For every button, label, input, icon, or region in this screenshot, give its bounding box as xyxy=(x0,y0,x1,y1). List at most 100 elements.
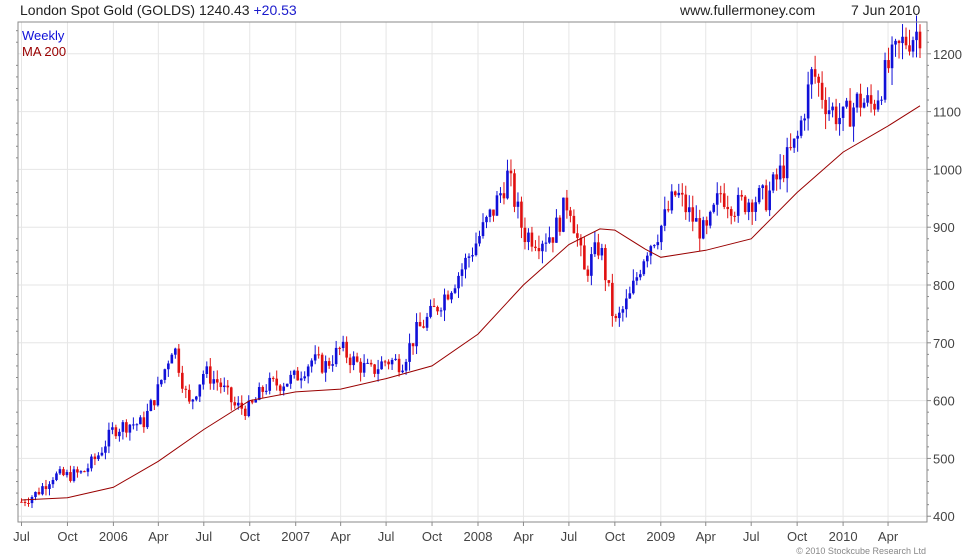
x-tick-label: Apr xyxy=(513,529,534,544)
candle-body xyxy=(635,277,639,281)
candle-body xyxy=(125,422,128,433)
y-axis: 400 500 600 700 800 900 1000 1100 1200 xyxy=(16,30,962,524)
y-tick-label: 500 xyxy=(933,451,955,466)
candle-body xyxy=(841,106,845,118)
candle-body xyxy=(153,400,156,406)
candle-body xyxy=(579,237,583,246)
candle-body xyxy=(422,326,425,328)
x-tick-label: Apr xyxy=(696,529,717,544)
candle-body xyxy=(838,117,841,125)
candle-body xyxy=(261,387,265,392)
candle-body xyxy=(254,399,258,403)
candle-body xyxy=(247,400,251,417)
candle-body xyxy=(670,191,674,211)
candle-body xyxy=(743,196,747,213)
candle-body xyxy=(677,192,681,196)
candle-body xyxy=(852,107,855,127)
candle-body xyxy=(191,399,195,402)
candle-body xyxy=(471,255,474,257)
candle-body xyxy=(443,294,446,311)
candle-body xyxy=(156,384,160,406)
candle-body xyxy=(58,469,62,474)
candle-body xyxy=(597,242,600,256)
candle-body xyxy=(855,93,859,108)
candle-body xyxy=(680,192,684,195)
candle-body xyxy=(799,120,803,136)
candle-body xyxy=(883,60,887,100)
candle-body xyxy=(404,361,408,371)
candle-body xyxy=(135,424,139,426)
x-tick-label: Oct xyxy=(422,529,443,544)
candle-body xyxy=(432,305,436,307)
candle-body xyxy=(44,486,48,489)
candle-body xyxy=(348,357,352,366)
candle-body xyxy=(481,222,485,237)
candle-body xyxy=(862,102,866,108)
candle-body xyxy=(170,354,174,364)
candle-body xyxy=(76,469,79,473)
candle-body xyxy=(104,446,107,453)
candle-body xyxy=(600,248,604,256)
candle-body xyxy=(915,31,918,41)
candle-body xyxy=(331,364,334,366)
candle-body xyxy=(271,377,275,379)
candle-body xyxy=(534,246,537,249)
candle-body xyxy=(555,217,558,243)
candle-body xyxy=(355,356,359,362)
candle-body xyxy=(303,376,306,379)
candle-body xyxy=(768,190,771,211)
legend-ma: MA 200 xyxy=(22,44,66,59)
candle-body xyxy=(618,312,621,319)
candle-body xyxy=(625,298,628,310)
candle-body xyxy=(338,347,341,349)
candle-body xyxy=(390,359,394,365)
candle-body xyxy=(866,95,869,103)
grid-lines xyxy=(18,22,927,522)
y-tick-label: 800 xyxy=(933,278,955,293)
x-tick-label: 2006 xyxy=(99,529,128,544)
candle-body xyxy=(215,379,219,383)
candle-body xyxy=(834,106,838,125)
candle-body xyxy=(530,232,534,247)
candle-body xyxy=(114,427,118,437)
y-tick-label: 700 xyxy=(933,336,955,351)
site-link[interactable]: www.fullermoney.com xyxy=(680,2,816,18)
candle-body xyxy=(541,243,544,252)
candle-body xyxy=(611,282,614,317)
candle-body xyxy=(565,197,569,211)
candle-body xyxy=(880,99,883,101)
candle-body xyxy=(796,135,799,139)
candle-body xyxy=(733,215,737,217)
candle-body xyxy=(34,491,37,498)
candle-body xyxy=(572,215,576,234)
price-change: +20.53 xyxy=(253,2,297,18)
candle-body xyxy=(341,341,345,349)
candle-body xyxy=(369,362,373,365)
candle-body xyxy=(506,170,509,199)
candle-body xyxy=(523,227,527,243)
x-tick-label: Jul xyxy=(13,529,30,544)
candle-body xyxy=(233,402,237,406)
candle-body xyxy=(750,202,754,212)
x-tick-label: Apr xyxy=(331,529,352,544)
copyright: © 2010 Stockcube Research Ltd xyxy=(796,546,926,556)
y-tick-label: 1200 xyxy=(933,47,962,62)
candle-body xyxy=(764,185,768,211)
candle-body xyxy=(366,362,369,364)
candle-body xyxy=(121,422,125,432)
x-tick-label: Jul xyxy=(561,529,578,544)
candle-body xyxy=(229,387,233,403)
candle-body xyxy=(659,225,663,243)
x-tick-label: 2007 xyxy=(281,529,310,544)
candle-body xyxy=(632,280,635,294)
candle-body xyxy=(268,377,272,391)
candle-body xyxy=(485,216,488,223)
candle-body xyxy=(457,275,460,289)
candle-body xyxy=(583,245,586,270)
candle-body xyxy=(86,468,90,472)
candle-body xyxy=(569,210,572,216)
candle-body xyxy=(761,185,764,189)
candle-body xyxy=(292,370,296,375)
candle-body xyxy=(226,385,230,388)
candle-body xyxy=(590,254,593,276)
